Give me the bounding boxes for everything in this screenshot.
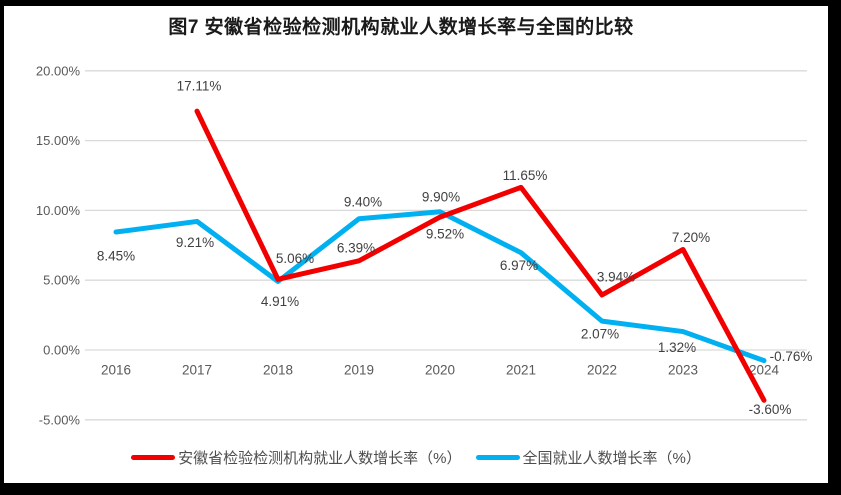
- legend: 安徽省检验检测机构就业人数增长率（%） 全国就业人数增长率（%）: [4, 447, 828, 468]
- data-label: -3.60%: [749, 402, 792, 417]
- data-label: 17.11%: [177, 79, 222, 94]
- data-label: 3.94%: [597, 269, 635, 284]
- y-axis-tick-label: -5.00%: [39, 412, 81, 427]
- x-axis-label: 2022: [587, 363, 617, 378]
- legend-line-swatch-red: [131, 455, 176, 460]
- data-label: 6.39%: [337, 240, 375, 255]
- y-axis-tick-label: 20.00%: [36, 63, 81, 78]
- data-label: 11.65%: [503, 168, 548, 183]
- x-axis-label: 2021: [506, 363, 536, 378]
- y-axis-tick-label: 15.00%: [36, 133, 81, 148]
- data-label: 8.45%: [97, 249, 135, 264]
- legend-item-anhui: 安徽省检验检测机构就业人数增长率（%）: [131, 447, 462, 468]
- y-axis-tick-label: 5.00%: [43, 273, 80, 288]
- data-label: 5.06%: [276, 251, 314, 266]
- series-line-1: [113, 209, 767, 364]
- data-label: 2.07%: [581, 327, 619, 342]
- data-label: -0.76%: [770, 349, 813, 364]
- legend-label-national: 全国就业人数增长率（%）: [522, 450, 701, 467]
- data-label: 4.91%: [261, 294, 299, 309]
- x-axis-label: 2017: [182, 363, 212, 378]
- data-label: 6.97%: [500, 258, 538, 273]
- series-line-0: [194, 108, 767, 403]
- x-axis-label: 2019: [344, 363, 374, 378]
- x-axis-label: 2023: [668, 363, 698, 378]
- x-axis-label: 2020: [425, 363, 455, 378]
- legend-item-national: 全国就业人数增长率（%）: [475, 447, 701, 468]
- x-axis-label: 2016: [101, 363, 131, 378]
- x-axis-label: 2024: [749, 363, 780, 378]
- data-label: 9.21%: [176, 235, 214, 250]
- data-label: 9.90%: [422, 189, 460, 204]
- data-label: 9.52%: [426, 227, 464, 242]
- data-label: 1.32%: [658, 340, 696, 355]
- legend-line-swatch-blue: [475, 455, 520, 460]
- data-label: 9.40%: [344, 194, 382, 209]
- x-axis-label: 2018: [263, 363, 293, 378]
- chart-title: 图7 安徽省检验检测机构就业人数增长率与全国的比较: [168, 17, 634, 38]
- y-axis-tick-label: 0.00%: [43, 343, 80, 358]
- y-axis-tick-label: 10.00%: [36, 203, 81, 218]
- data-label: 7.20%: [672, 230, 710, 245]
- legend-label-anhui: 安徽省检验检测机构就业人数增长率（%）: [178, 450, 462, 467]
